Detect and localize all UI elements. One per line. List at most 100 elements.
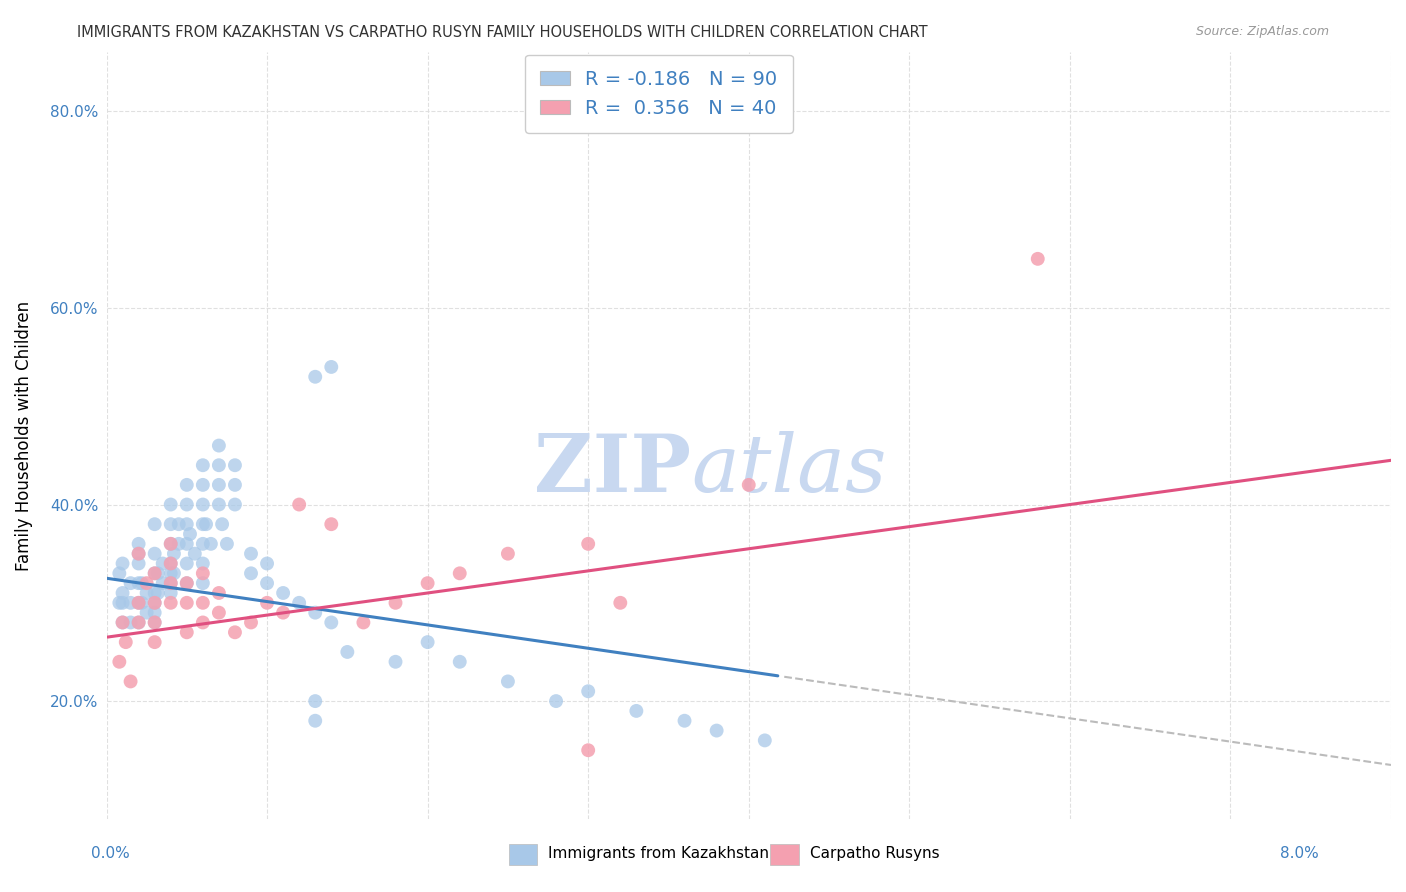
Point [143, 606, 166, 620]
Point [256, 557, 278, 571]
Point [120, 615, 142, 630]
Text: 0.0%: 0.0% [91, 847, 131, 861]
Point [108, 566, 131, 581]
Point [176, 537, 198, 551]
Point [143, 566, 166, 581]
Legend: R = -0.186   N = 90, R =  0.356   N = 40: R = -0.186 N = 90, R = 0.356 N = 40 [524, 54, 793, 133]
Point [159, 498, 181, 512]
Point [208, 458, 231, 473]
Point [143, 615, 166, 630]
Point [546, 694, 568, 708]
Point [159, 517, 181, 532]
Point [576, 537, 599, 551]
Point [304, 606, 326, 620]
Point [288, 596, 311, 610]
Point [159, 566, 181, 581]
Point [191, 498, 214, 512]
Point [143, 566, 166, 581]
Point [191, 517, 214, 532]
Point [224, 458, 246, 473]
Point [271, 586, 294, 600]
Point [128, 557, 150, 571]
Point [152, 576, 174, 591]
Text: atlas: atlas [690, 432, 886, 509]
Point [159, 576, 181, 591]
Point [626, 704, 648, 718]
Point [208, 586, 231, 600]
Point [120, 674, 142, 689]
Point [288, 498, 311, 512]
Point [449, 655, 471, 669]
Point [576, 743, 599, 757]
Point [224, 498, 246, 512]
Point [176, 576, 198, 591]
Point [179, 527, 201, 541]
Point [208, 478, 231, 492]
Point [321, 517, 343, 532]
Point [706, 723, 728, 738]
Point [224, 625, 246, 640]
Point [352, 615, 374, 630]
Point [143, 517, 166, 532]
Point [176, 498, 198, 512]
Point [321, 615, 343, 630]
Text: Immigrants from Kazakhstan: Immigrants from Kazakhstan [548, 847, 769, 861]
Point [673, 714, 696, 728]
Point [176, 596, 198, 610]
Point [208, 606, 231, 620]
Point [1026, 252, 1049, 266]
Point [159, 576, 181, 591]
Point [146, 586, 169, 600]
Point [256, 596, 278, 610]
Point [200, 537, 222, 551]
Point [159, 537, 181, 551]
Point [576, 684, 599, 698]
Text: IMMIGRANTS FROM KAZAKHSTAN VS CARPATHO RUSYN FAMILY HOUSEHOLDS WITH CHILDREN COR: IMMIGRANTS FROM KAZAKHSTAN VS CARPATHO R… [77, 25, 928, 40]
Point [128, 547, 150, 561]
Text: Source: ZipAtlas.com: Source: ZipAtlas.com [1195, 25, 1329, 38]
Point [176, 625, 198, 640]
Point [143, 596, 166, 610]
Point [152, 557, 174, 571]
Point [143, 596, 166, 610]
Point [159, 596, 181, 610]
Point [146, 566, 169, 581]
Point [111, 557, 134, 571]
Point [159, 557, 181, 571]
Point [271, 606, 294, 620]
Point [208, 439, 231, 453]
Point [191, 557, 214, 571]
Point [167, 537, 190, 551]
Point [143, 635, 166, 649]
Point [176, 557, 198, 571]
Point [111, 615, 134, 630]
Point [143, 547, 166, 561]
Point [224, 478, 246, 492]
Point [108, 655, 131, 669]
Point [111, 596, 134, 610]
Point [159, 557, 181, 571]
Point [128, 615, 150, 630]
Point [176, 517, 198, 532]
Point [108, 596, 131, 610]
Point [609, 596, 631, 610]
Point [496, 674, 519, 689]
Point [163, 566, 186, 581]
Point [256, 576, 278, 591]
Point [191, 478, 214, 492]
Point [240, 547, 263, 561]
Point [191, 596, 214, 610]
Point [128, 596, 150, 610]
Point [131, 576, 153, 591]
Point [114, 635, 136, 649]
Point [191, 615, 214, 630]
Point [128, 615, 150, 630]
Point [135, 576, 157, 591]
Point [131, 596, 153, 610]
Point [128, 576, 150, 591]
Point [191, 566, 214, 581]
Point [384, 596, 406, 610]
Point [135, 586, 157, 600]
Point [167, 517, 190, 532]
Point [176, 478, 198, 492]
